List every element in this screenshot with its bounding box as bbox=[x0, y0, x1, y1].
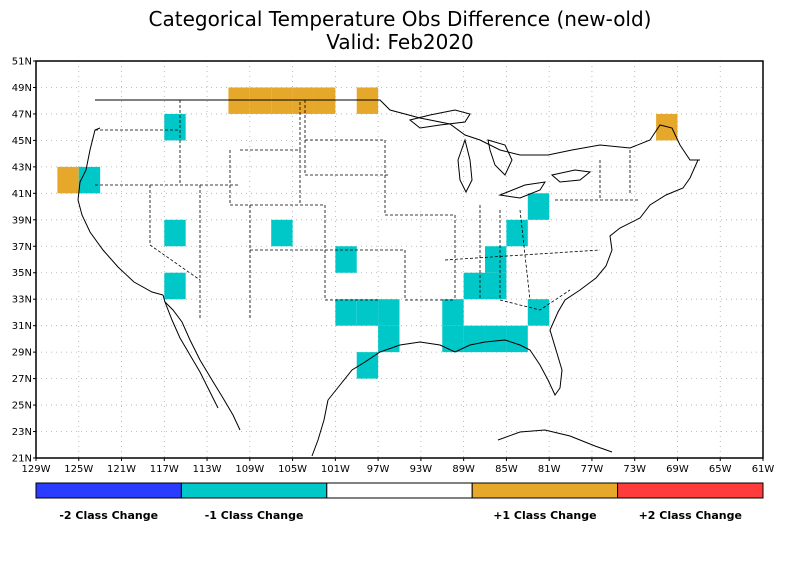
anomaly-cell bbox=[356, 87, 379, 114]
lon-tick-label: 117W bbox=[150, 464, 179, 475]
latitude-ticks: 51N 49N 47N 45N 43N 41N 39N 37N 35N 33N 31N 29N 27N 2… bbox=[12, 57, 36, 465]
anomaly-cell bbox=[378, 325, 400, 353]
anomaly-cell bbox=[164, 219, 186, 247]
lat-tick-label: 41N bbox=[12, 189, 32, 200]
lake-superior bbox=[408, 109, 471, 129]
anomaly-cell bbox=[506, 325, 528, 353]
legend-swatch bbox=[326, 482, 473, 499]
lat-tick-label: 33N bbox=[12, 295, 32, 306]
pacific-coastline bbox=[77, 127, 241, 431]
lon-tick-label: 73W bbox=[623, 464, 646, 475]
cuba-coastline bbox=[497, 429, 613, 453]
anomaly-cell bbox=[164, 113, 186, 141]
map-frame bbox=[35, 60, 764, 459]
lon-tick-label: 105W bbox=[278, 464, 307, 475]
lon-tick-label: 101W bbox=[321, 464, 350, 475]
basemap bbox=[77, 99, 700, 457]
chart-subtitle: Valid: Feb2020 bbox=[326, 30, 474, 54]
legend-label: +2 Class Change bbox=[639, 509, 742, 522]
anomaly-cell bbox=[527, 193, 550, 220]
anomaly-cell bbox=[506, 219, 528, 247]
lake-erie bbox=[498, 181, 546, 199]
lat-tick-label: 35N bbox=[12, 268, 32, 279]
legend-label: +1 Class Change bbox=[493, 509, 596, 522]
anomaly-cell bbox=[57, 166, 79, 194]
lon-tick-label: 121W bbox=[107, 464, 136, 475]
lon-tick-label: 65W bbox=[709, 464, 732, 475]
lat-tick-label: 25N bbox=[12, 401, 32, 412]
lat-tick-label: 29N bbox=[12, 348, 32, 359]
anomaly-cell bbox=[335, 246, 357, 273]
anomaly-cell bbox=[485, 272, 507, 300]
anomaly-cell bbox=[463, 272, 486, 300]
lake-ontario bbox=[550, 169, 592, 183]
anomaly-cell bbox=[356, 299, 379, 326]
lat-tick-label: 21N bbox=[12, 454, 32, 465]
anomaly-cell bbox=[485, 325, 507, 353]
lon-tick-label: 89W bbox=[452, 464, 475, 475]
lon-tick-label: 109W bbox=[235, 464, 264, 475]
grid-lines bbox=[36, 61, 763, 458]
lon-tick-label: 125W bbox=[64, 464, 93, 475]
anomaly-cell bbox=[249, 87, 272, 114]
lat-tick-label: 49N bbox=[12, 83, 32, 94]
lat-tick-label: 27N bbox=[12, 374, 32, 385]
lat-tick-label: 39N bbox=[12, 215, 32, 226]
lon-tick-label: 81W bbox=[538, 464, 561, 475]
anomaly-cell bbox=[271, 87, 293, 114]
anomaly-cell bbox=[356, 352, 379, 379]
chart-title: Categorical Temperature Obs Difference (… bbox=[148, 7, 652, 31]
anomaly-cell bbox=[485, 246, 507, 273]
gulf-coastline bbox=[327, 159, 699, 401]
anomaly-cell bbox=[292, 87, 314, 114]
canada-border bbox=[95, 99, 700, 161]
legend-swatch bbox=[471, 482, 619, 499]
baja-coastline bbox=[164, 301, 219, 409]
anomaly-cell bbox=[442, 299, 464, 326]
anomaly-cell bbox=[271, 219, 293, 247]
lon-tick-label: 85W bbox=[495, 464, 518, 475]
lat-tick-label: 43N bbox=[12, 162, 32, 173]
lon-tick-label: 113W bbox=[193, 464, 222, 475]
anomaly-cell bbox=[335, 299, 357, 326]
legend: -2 Class Change -1 Class Change +1 Class C… bbox=[35, 482, 764, 522]
lat-tick-label: 45N bbox=[12, 136, 32, 147]
legend-swatch bbox=[35, 482, 182, 499]
lat-tick-label: 23N bbox=[12, 427, 32, 438]
lat-tick-label: 51N bbox=[12, 57, 32, 68]
anomaly-cell bbox=[463, 325, 486, 353]
mexico-coastline bbox=[311, 399, 329, 457]
anomaly-cell bbox=[527, 299, 550, 326]
anomaly-cell bbox=[228, 87, 250, 114]
legend-label: -2 Class Change bbox=[59, 509, 158, 522]
lon-tick-label: 69W bbox=[666, 464, 689, 475]
anomaly-cell bbox=[442, 325, 464, 353]
anomaly-cell bbox=[313, 87, 336, 114]
lake-huron bbox=[487, 139, 513, 176]
lon-tick-label: 61W bbox=[752, 464, 775, 475]
longitude-ticks: 129W 125W 121W 117W 113W 109W 105W 101W 97W 93W 89… bbox=[22, 458, 775, 475]
legend-swatch bbox=[180, 482, 328, 499]
anomaly-cell bbox=[164, 272, 186, 300]
lon-tick-label: 77W bbox=[581, 464, 604, 475]
lat-tick-label: 47N bbox=[12, 109, 32, 120]
legend-swatch bbox=[617, 482, 764, 499]
anomaly-cells bbox=[57, 87, 678, 379]
lon-tick-label: 93W bbox=[410, 464, 433, 475]
lon-tick-label: 129W bbox=[22, 464, 51, 475]
lat-tick-label: 37N bbox=[12, 242, 32, 253]
lat-tick-label: 31N bbox=[12, 321, 32, 332]
anomaly-cell bbox=[378, 299, 400, 326]
anomaly-cell bbox=[78, 166, 101, 194]
state-lines bbox=[95, 100, 640, 320]
legend-label: -1 Class Change bbox=[205, 509, 304, 522]
lon-tick-label: 97W bbox=[367, 464, 390, 475]
lake-michigan bbox=[457, 138, 473, 194]
